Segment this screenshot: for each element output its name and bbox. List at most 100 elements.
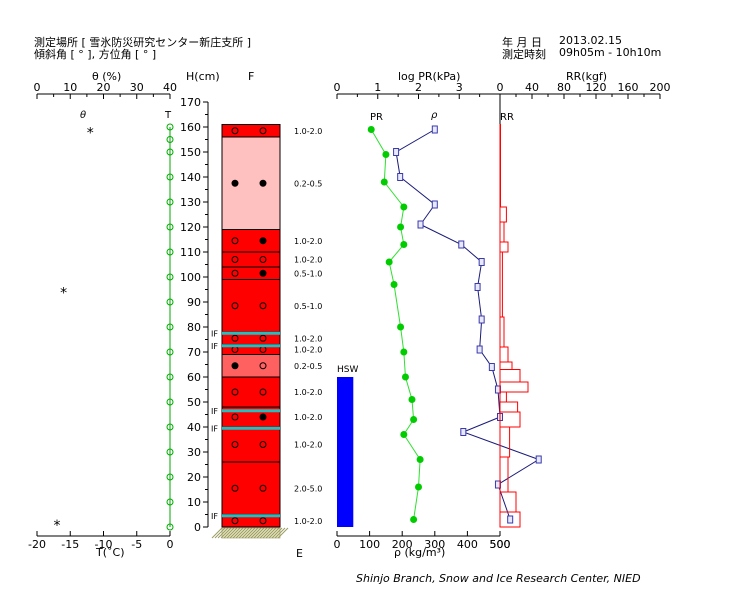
density-point-8 [390,281,398,288]
pr-point-11 [488,363,495,371]
temperature-point-6 [166,223,174,231]
ground-hatch-line [244,527,256,539]
ice-film-2 [222,344,280,348]
rr-tick-label-120: 120 [586,81,607,94]
theta-tick-label-0: 0 [34,81,41,94]
density-point-12 [408,396,416,403]
snow-layers: 1.0-2.0 0.2-0.5 1.0-2.0 1.0-2.0 0.5-1.0 0.5-1… [211,124,322,539]
rr-series-label: RR [500,112,514,123]
grain-shape-open-1-2 [259,127,267,135]
grain-shape-filled-9-1 [231,362,239,370]
theta-axis-label: θ (%) [92,70,121,83]
h-tick-label-0: 0 [194,521,201,534]
rr-tick-label-0: 0 [497,81,504,94]
pr-point-15 [535,455,542,464]
grain-shape-open-3-1 [231,237,239,245]
rr-block-1 [499,124,501,208]
rr-block-10 [499,381,529,393]
temperature-point-7 [166,248,174,256]
h-tick-label-40: 40 [187,421,201,434]
grain-size-label-14: 1.0-2.0 [294,517,322,526]
ground-border [221,527,281,539]
density-point-11 [401,373,409,381]
ground-hatch-line [277,527,289,539]
layer-5 [221,266,281,280]
temperature-point-18 [166,523,174,531]
theta-series-label: θ [80,110,86,121]
temperature-point-14 [166,423,174,431]
theta-tick-label-10: 10 [63,81,77,94]
ground-hatch-line [247,527,259,539]
grain-size-label-4: 1.0-2.0 [294,256,322,265]
pr-point-10 [476,345,483,354]
grain-size-label-3: 1.0-2.0 [294,237,322,246]
grain-shape-open-12-2 [259,441,267,448]
rr-tick-label-160: 160 [618,81,639,94]
grain-shape-open-11-1 [231,413,239,421]
temp-tick-label--5: -5 [131,538,142,551]
grain-shape-open-6-2 [259,302,267,310]
pr-point-5 [417,220,424,229]
h-tick-label-30: 30 [187,446,201,459]
ground-hatch-line [238,527,250,539]
grain-size-label-10: 1.0-2.0 [294,388,322,397]
density-point-13 [410,416,418,423]
rr-block-17 [499,511,521,528]
theta-tick-label-30: 30 [130,81,144,94]
f-label: F [248,70,254,83]
grain-shape-open-14-1 [231,517,239,525]
density-point-9 [397,323,405,331]
temperature-point-8 [166,273,174,281]
ground-hatch-line [232,527,244,539]
grain-shape-filled-3-2 [259,237,267,245]
grain-size-label-5: 0.5-1.0 [294,269,322,278]
ground-hatch-line [241,527,253,539]
rho-tick-label-300: 300 [424,538,445,551]
ground-hatch-line [229,527,241,539]
grain-shape-open-5-1 [231,269,239,277]
rho-tick-label-500: 500 [490,538,511,551]
grain-size-label-9: 0.2-0.5 [294,362,322,371]
temperature-series-label: T [164,110,172,121]
grain-shape-filled-11-2 [259,413,267,421]
ground-hatch-line [259,527,271,539]
pr-point-3 [397,173,404,181]
temp-tick-label--20: -20 [28,538,46,551]
h-tick-label-140: 140 [180,171,201,184]
temperature-point-11 [166,348,174,356]
grain-size-label-13: 2.0-5.0 [294,484,322,493]
ice-film-4 [222,426,280,430]
grain-shape-open-6-1 [231,302,239,310]
pr-point-1 [431,125,438,134]
rr-base-label: 500 [490,538,511,551]
density-point-1 [367,126,375,133]
temp-tick-label--10: -10 [95,538,113,551]
ground-hatch-line [223,527,235,539]
rr-tick-label-80: 80 [557,81,571,94]
pr-axis-label: log PR(kPa) [398,70,460,83]
density-point-4 [400,203,408,211]
density-point-6 [400,241,408,248]
grain-shape-filled-2-2 [259,179,267,187]
h-tick-label-150: 150 [180,146,201,159]
rr-block-14 [499,426,511,458]
ground-hatch-line [226,527,238,539]
ice-film-label-5: IF [211,512,218,521]
footer-credit: Shinjo Branch, Snow and Ice Research Cen… [356,572,641,585]
rr-tick-label-40: 40 [525,81,539,94]
pr-tick-label-0: 0 [334,81,341,94]
rr-block-6 [499,316,505,348]
pr-tick-label-1: 1 [374,81,381,94]
rho-axis-label: ρ (kg/m³) [394,546,445,559]
grain-shape-open-4-2 [259,256,267,263]
pr-point-2 [393,148,400,156]
hsw-bar [337,377,354,527]
density-point-3 [380,178,388,186]
rr-block-7 [499,346,509,363]
theta-tick-label-40: 40 [163,81,177,94]
grain-size-label-11: 1.0-2.0 [294,413,322,422]
ground-hatch-line [262,527,274,539]
ground-hatch-line [235,527,247,539]
time-label: 測定時刻 [502,48,546,61]
